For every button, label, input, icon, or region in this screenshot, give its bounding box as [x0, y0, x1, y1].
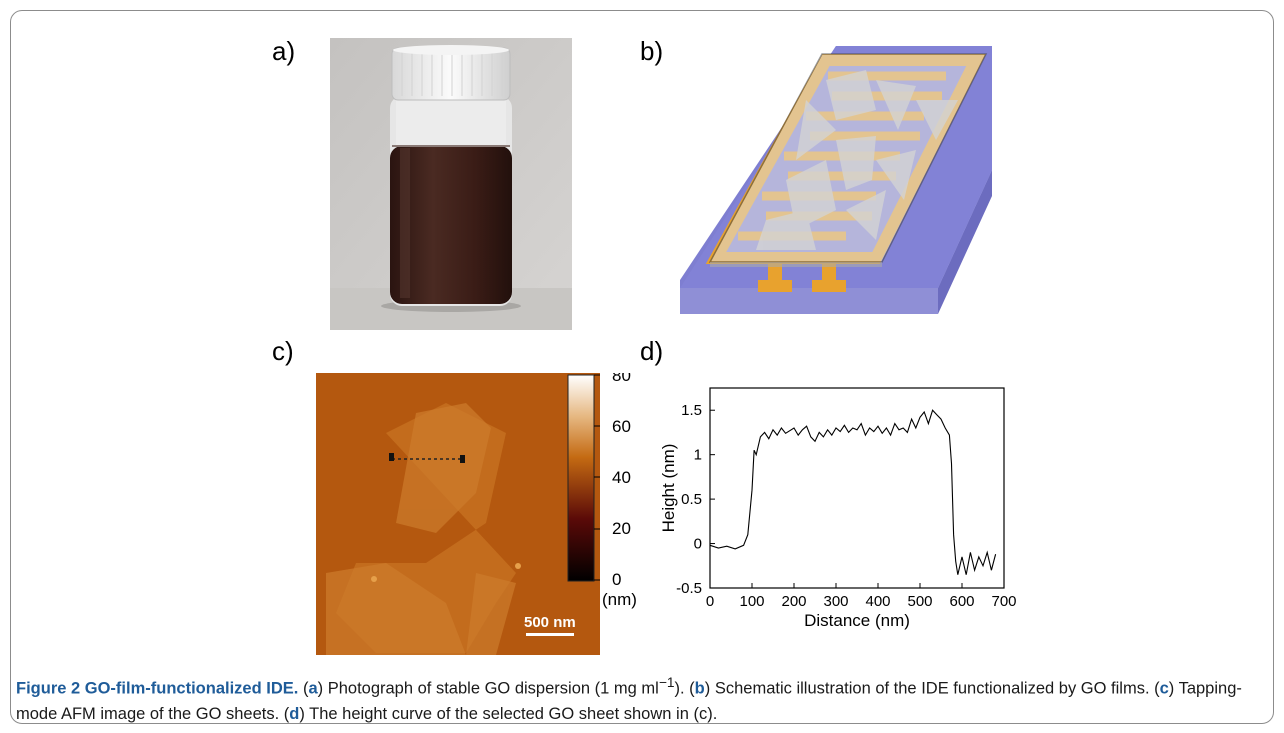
height-curve: [709, 409, 997, 575]
x-tick-label: 200: [781, 593, 806, 610]
caption-text-3: ). (: [674, 679, 695, 698]
caption-text-6: ) The height curve of the selected GO sh…: [299, 704, 718, 723]
height-profile-chart: 0 100 200 300 400 500 600 700 -0.500.511.5 Dist…: [660, 387, 1017, 630]
colorbar-tick-60: 60: [612, 417, 631, 436]
panel-d-label: d): [640, 336, 664, 366]
caption-title: Figure 2 GO-film-functionalized IDE.: [16, 679, 299, 698]
caption-superscript: −1: [658, 675, 675, 690]
colorbar-tick-0: 0: [612, 570, 621, 589]
y-tick-label: 0.5: [681, 491, 702, 508]
colorbar-tick-80: 80: [612, 373, 631, 385]
colorbar-unit: (nm): [602, 590, 637, 609]
y-tick-label: -0.5: [676, 580, 702, 597]
ide-schematic: [680, 46, 992, 314]
x-tick-label: 500: [907, 593, 932, 610]
caption-text-1: (: [298, 679, 309, 698]
figure-caption: Figure 2 GO-film-functionalized IDE. (a)…: [16, 670, 1266, 727]
colorbar-tick-20: 20: [612, 519, 631, 538]
y-tick-label: 1: [694, 447, 702, 464]
y-axis-label: Height (nm): [660, 444, 678, 533]
scale-bar-label: 500 nm: [524, 614, 576, 631]
x-tick-label: 700: [991, 593, 1016, 610]
x-tick-label: 400: [865, 593, 890, 610]
caption-ref-a: a: [308, 679, 318, 698]
panel-c-label: c): [272, 336, 294, 366]
panel-b-label: b): [640, 36, 664, 66]
y-tick-label: 0: [694, 536, 702, 553]
y-tick-label: 1.5: [681, 402, 702, 419]
caption-ref-b: b: [694, 679, 705, 698]
caption-text-2: ) Photograph of stable GO dispersion (1 …: [317, 679, 659, 698]
caption-text-4: ) Schematic illustration of the IDE func…: [704, 679, 1160, 698]
afm-image: 500 nm 80 60 40 20 0 (nm): [316, 373, 637, 655]
plot-frame: [709, 387, 1005, 589]
x-tick-label: 600: [949, 593, 974, 610]
figure-frame: [10, 10, 1274, 724]
caption-ref-c: c: [1159, 679, 1169, 698]
colorbar-tick-40: 40: [612, 468, 631, 487]
vial-photo: [330, 38, 572, 330]
scale-bar: [526, 633, 574, 636]
caption-ref-d: d: [289, 704, 300, 723]
x-tick-label: 0: [706, 593, 714, 610]
x-tick-label: 300: [823, 593, 848, 610]
caption-text-5: ) Tapping-mode AFM image of the GO sheet…: [16, 679, 1242, 723]
x-tick-label: 100: [739, 593, 764, 610]
x-axis-label: Distance (nm): [804, 611, 910, 630]
panel-a-label: a): [272, 36, 296, 66]
